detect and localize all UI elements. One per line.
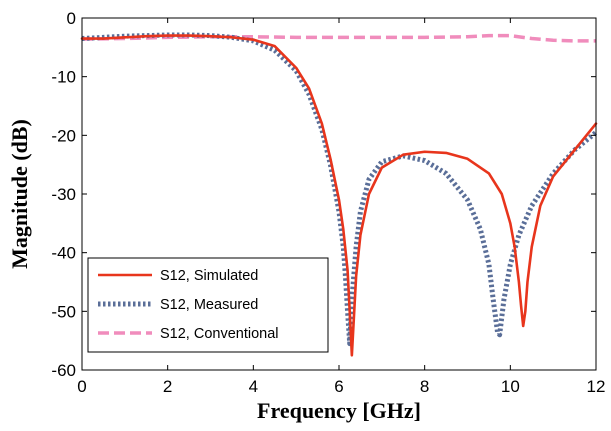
x-tick-label: 6 [334,377,343,396]
y-tick-label: -30 [51,185,76,204]
y-axis-title: Magnitude (dB) [7,119,32,269]
x-tick-label: 8 [420,377,429,396]
x-tick-label: 0 [77,377,86,396]
x-tick-label: 12 [587,377,606,396]
legend-label: S12, Simulated [160,268,258,284]
x-tick-label: 4 [249,377,258,396]
legend-label: S12, Measured [160,297,258,313]
series-layer [80,32,598,357]
y-tick-label: -60 [51,361,76,380]
series-line-s12-conventional [81,33,596,43]
x-tick-label: 2 [163,377,172,396]
y-tick-label: -20 [51,126,76,145]
y-tick-label: 0 [67,9,76,28]
x-axis-title: Frequency [GHz] [257,398,421,423]
legend-label: S12, Conventional [160,326,279,342]
series-line-s12-measured [81,32,598,347]
y-tick-label: -40 [51,244,76,263]
ticks-layer: 0 2 4 6 8 10 12 0 -10 -20 -30 -40 -50 -60 [51,9,605,396]
y-tick-label: -50 [51,302,76,321]
series-line-s12-simulated [80,34,598,357]
y-tick-label: -10 [51,68,76,87]
x-tick-label: 10 [501,377,520,396]
legend: S12, Simulated S12, Measured S12, Conventi… [87,257,329,353]
